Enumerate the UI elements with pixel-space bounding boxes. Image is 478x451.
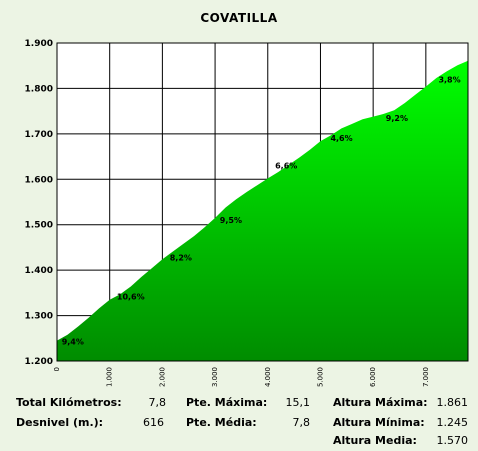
y-tick-label: 1.900	[25, 39, 53, 49]
chart-title: COVATILLA	[200, 11, 278, 25]
stat-pte-max: Pte. Máxima: 15,1	[186, 396, 310, 409]
x-tick-label: 1.000	[106, 367, 114, 387]
segment-grade-label: 4,6%	[330, 134, 352, 143]
stat-total-km-value: 7,8	[148, 396, 167, 409]
y-tick-label: 1.600	[25, 175, 53, 185]
stat-desnivel: Desnivel (m.): 616	[16, 416, 164, 429]
y-tick-label: 1.200	[25, 357, 53, 367]
stat-alt-max-value: 1.861	[436, 396, 469, 409]
y-tick-label: 1.700	[25, 130, 53, 140]
stat-pte-media-label: Pte. Média:	[186, 416, 257, 429]
segment-grade-label: 8,2%	[170, 253, 192, 262]
stat-total-km: Total Kilómetros: 7,8	[16, 396, 166, 409]
segment-grade-label: 9,2%	[386, 114, 408, 123]
plot-frame	[56, 42, 469, 362]
stat-alt-media-value: 1.570	[436, 434, 469, 447]
stat-alt-max-label: Altura Máxima:	[333, 396, 428, 409]
stat-alt-min-label: Altura Mínima:	[333, 416, 425, 429]
stat-pte-media-value: 7,8	[292, 416, 311, 429]
stat-pte-media: Pte. Média: 7,8	[186, 416, 310, 429]
stat-alt-min-value: 1.245	[436, 416, 469, 429]
stat-pte-max-label: Pte. Máxima:	[186, 396, 268, 409]
segment-grade-label: 10,6%	[117, 292, 145, 301]
stat-alt-media-label: Altura Media:	[333, 434, 417, 447]
stat-alt-media: Altura Media: 1.570	[333, 434, 468, 447]
stat-desnivel-value: 616	[143, 416, 164, 429]
y-tick-label: 1.800	[25, 84, 53, 94]
x-tick-label: 7.000	[422, 367, 430, 387]
stat-alt-max: Altura Máxima: 1.861	[333, 396, 468, 409]
y-tick-label: 1.500	[25, 221, 53, 231]
y-tick-label: 1.300	[25, 312, 53, 322]
x-tick-label: 5.000	[316, 367, 324, 387]
stat-total-km-label: Total Kilómetros:	[16, 396, 122, 409]
x-tick-label: 2.000	[158, 367, 166, 387]
segment-grade-label: 6,6%	[275, 162, 297, 171]
elevation-area	[57, 60, 468, 361]
y-tick-label: 1.400	[25, 266, 53, 276]
x-tick-label: 0	[53, 367, 61, 371]
segment-grade-label: 9,4%	[62, 337, 84, 346]
stat-pte-max-value: 15,1	[285, 396, 311, 409]
x-tick-label: 3.000	[211, 367, 219, 387]
stat-alt-min: Altura Mínima: 1.245	[333, 416, 468, 429]
x-tick-label: 6.000	[369, 367, 377, 387]
x-tick-label: 4.000	[264, 367, 272, 387]
segment-grade-label: 9,5%	[220, 216, 242, 225]
stat-desnivel-label: Desnivel (m.):	[16, 416, 104, 429]
segment-grade-label: 3,8%	[438, 75, 460, 84]
